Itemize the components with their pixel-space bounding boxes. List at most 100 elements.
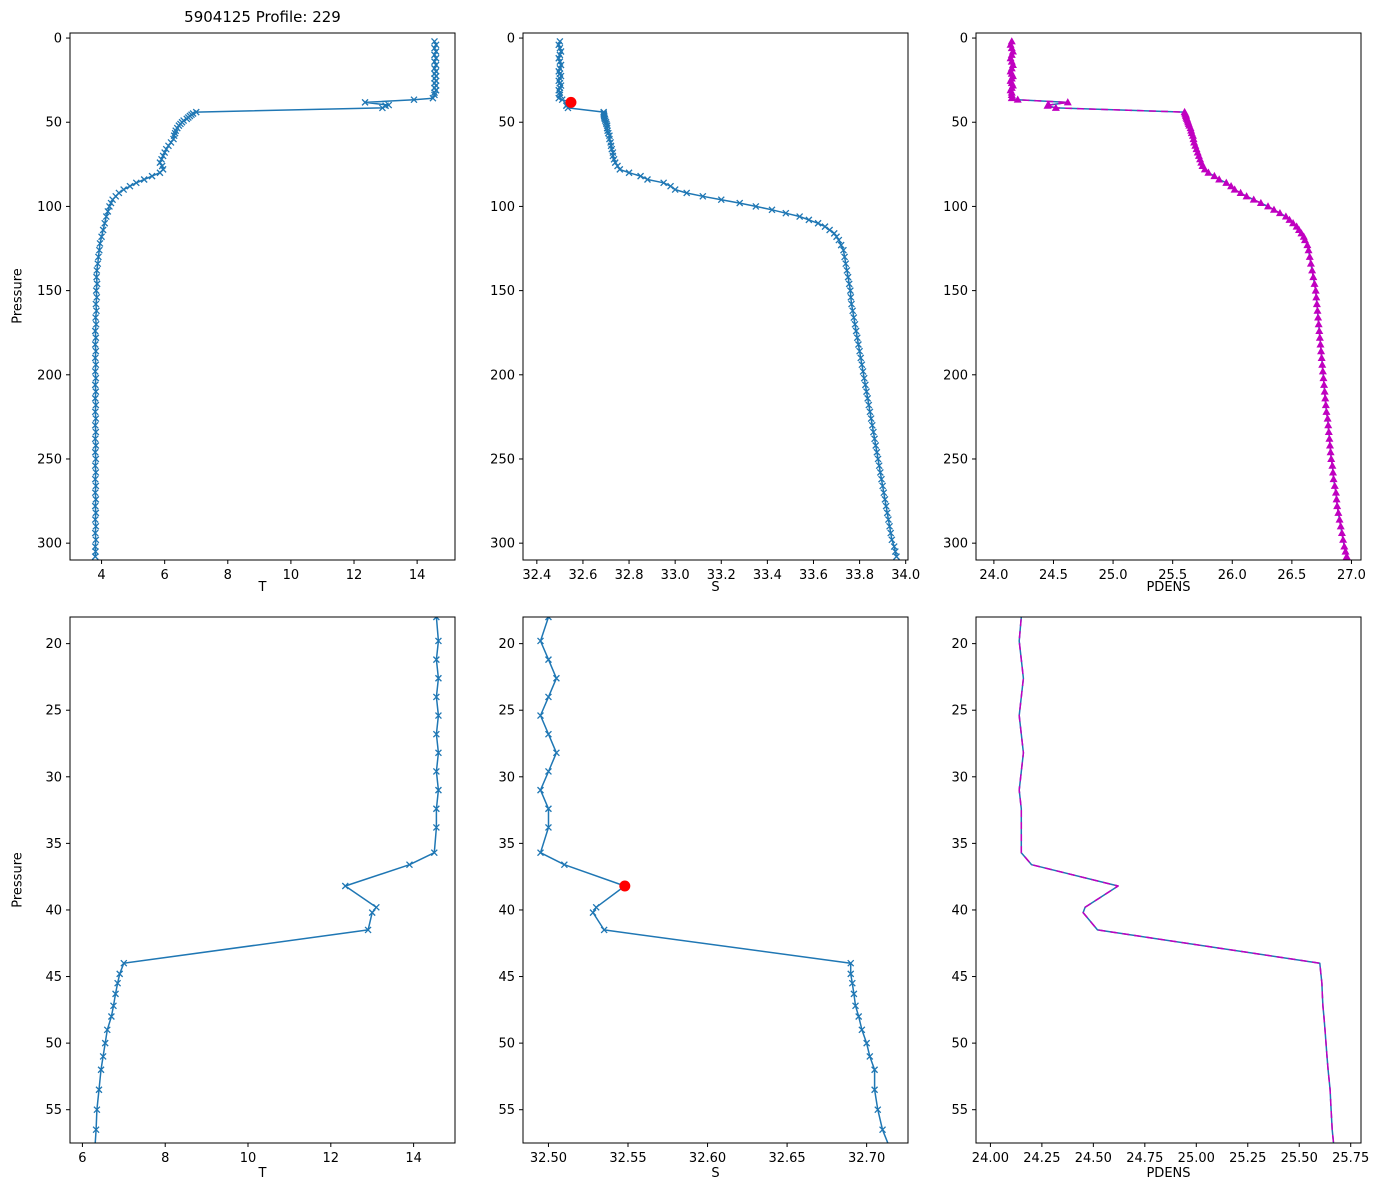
svg-text:33.0: 33.0 [661,568,690,583]
svg-text:32.8: 32.8 [615,568,644,583]
svg-text:45: 45 [45,970,62,985]
svg-text:24.25: 24.25 [1023,1151,1060,1166]
subplot-5-frame [975,616,1362,1144]
svg-text:50: 50 [951,1037,968,1052]
svg-text:25.5: 25.5 [1158,568,1187,583]
subplot-0-series [91,37,440,560]
svg-text:25.25: 25.25 [1229,1151,1266,1166]
svg-text:40: 40 [951,903,968,918]
svg-text:24.5: 24.5 [1039,568,1068,583]
svg-text:250: 250 [37,452,62,467]
svg-text:24.50: 24.50 [1075,1151,1112,1166]
svg-text:45: 45 [951,970,968,985]
svg-text:32.6: 32.6 [568,568,597,583]
svg-text:45: 45 [498,970,515,985]
svg-text:35: 35 [498,837,515,852]
svg-text:250: 250 [490,452,515,467]
svg-text:25.0: 25.0 [1099,568,1128,583]
svg-text:12: 12 [346,568,363,583]
xlabel-salinity-bottom: S [711,1166,720,1181]
svg-text:55: 55 [951,1103,968,1118]
subplot-1-frame [522,32,909,561]
svg-text:32.70: 32.70 [848,1151,885,1166]
xlabel-salinity-top: S [711,580,720,595]
svg-text:0: 0 [960,32,968,47]
subplot-3-frame [69,616,456,1144]
svg-text:30: 30 [951,770,968,785]
svg-text:150: 150 [37,284,62,299]
ylabel-pressure-top: Pressure [10,268,26,324]
svg-text:32.4: 32.4 [522,568,551,583]
svg-text:50: 50 [45,1037,62,1052]
svg-text:20: 20 [951,637,968,652]
xlabel-pdens-top: PDENS [1146,580,1191,595]
svg-text:25: 25 [951,704,968,719]
svg-text:55: 55 [498,1103,515,1118]
svg-text:150: 150 [943,284,968,299]
svg-text:27.0: 27.0 [1337,568,1366,583]
svg-text:33.2: 33.2 [707,568,736,583]
svg-text:32.55: 32.55 [609,1151,646,1166]
svg-text:6: 6 [78,1151,86,1166]
svg-text:0: 0 [54,32,62,47]
svg-text:33.6: 33.6 [799,568,828,583]
svg-text:10: 10 [283,568,300,583]
subplot-2-series [1006,37,1351,560]
svg-text:32.60: 32.60 [689,1151,726,1166]
svg-text:25: 25 [45,704,62,719]
svg-text:25.00: 25.00 [1178,1151,1215,1166]
svg-text:200: 200 [943,368,968,383]
svg-text:10: 10 [240,1151,257,1166]
xlabel-temperature-bottom: T [258,1166,267,1181]
svg-text:20: 20 [498,637,515,652]
subplot-5-series [1018,617,1335,1143]
svg-text:35: 35 [951,837,968,852]
svg-text:50: 50 [45,116,62,131]
svg-text:6: 6 [161,568,169,583]
svg-text:100: 100 [37,200,62,215]
svg-text:300: 300 [37,537,62,552]
svg-text:100: 100 [943,200,968,215]
subplot-1-series [555,37,900,560]
svg-text:26.5: 26.5 [1277,568,1306,583]
xlabel-pdens-bottom: PDENS [1146,1166,1191,1181]
ylabel-pressure-bottom: Pressure [10,852,26,908]
svg-text:20: 20 [45,637,62,652]
svg-text:25.75: 25.75 [1332,1151,1369,1166]
figure-title: 5904125 Profile: 229 [184,8,341,26]
subplot-0-frame [69,32,456,561]
svg-text:40: 40 [498,903,515,918]
svg-text:33.8: 33.8 [845,568,874,583]
svg-text:250: 250 [943,452,968,467]
subplot-4-frame [522,616,909,1144]
svg-text:35: 35 [45,837,62,852]
subplot-2-frame [975,32,1362,561]
svg-text:25.50: 25.50 [1281,1151,1318,1166]
subplot-4-series [537,617,889,1143]
svg-text:33.4: 33.4 [753,568,782,583]
svg-text:8: 8 [161,1151,169,1166]
svg-text:50: 50 [498,116,515,131]
svg-text:32.50: 32.50 [530,1151,567,1166]
svg-text:300: 300 [943,537,968,552]
svg-text:40: 40 [45,903,62,918]
svg-text:300: 300 [490,537,515,552]
svg-text:4: 4 [97,568,105,583]
svg-text:25: 25 [498,704,515,719]
svg-text:55: 55 [45,1103,62,1118]
svg-text:150: 150 [490,284,515,299]
svg-text:24.0: 24.0 [979,568,1008,583]
svg-text:26.0: 26.0 [1218,568,1247,583]
svg-text:200: 200 [37,368,62,383]
svg-text:50: 50 [498,1037,515,1052]
svg-text:14: 14 [405,1151,422,1166]
svg-text:100: 100 [490,200,515,215]
svg-text:50: 50 [951,116,968,131]
svg-text:0: 0 [507,32,515,47]
subplot-3-series [92,617,442,1143]
svg-text:30: 30 [45,770,62,785]
svg-text:8: 8 [224,568,232,583]
svg-text:24.00: 24.00 [972,1151,1009,1166]
